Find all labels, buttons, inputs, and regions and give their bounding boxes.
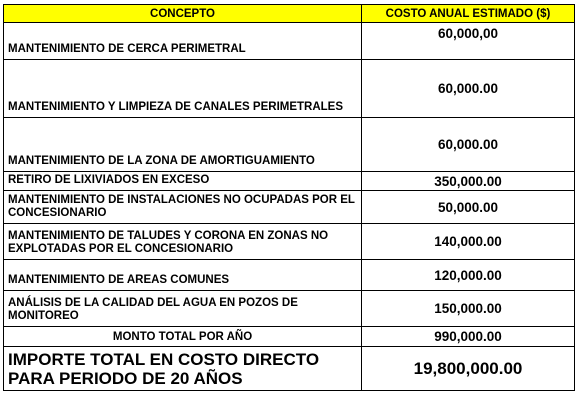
cost-cell: 50,000.00 (361, 190, 575, 224)
concept-cell: MANTENIMIENTO DE CERCA PERIMETRAL (3, 22, 362, 60)
table-row: MANTENIMIENTO DE AREAS COMUNES 120,000.0… (3, 259, 575, 291)
cost-cell: 350,000.00 (361, 171, 575, 191)
concept-cell: MANTENIMIENTO DE AREAS COMUNES (3, 259, 362, 291)
cost-table-wrapper: CONCEPTO COSTO ANUAL ESTIMADO ($) MANTEN… (3, 4, 575, 391)
concept-cell: MANTENIMIENTO Y LIMPIEZA DE CANALES PERI… (3, 59, 362, 118)
total-period-label: IMPORTE TOTAL EN COSTO DIRECTO PARA PERI… (3, 346, 362, 391)
table-header-row: CONCEPTO COSTO ANUAL ESTIMADO ($) (3, 4, 575, 23)
total-year-value: 990,000.00 (361, 326, 575, 347)
cost-cell: 120,000.00 (361, 259, 575, 291)
concept-cell: RETIRO DE LIXIVIADOS EN EXCESO (3, 171, 362, 191)
concept-cell: MANTENIMIENTO DE INSTALACIONES NO OCUPAD… (3, 190, 362, 224)
total-year-label: MONTO TOTAL POR AÑO (3, 326, 362, 347)
total-year-row: MONTO TOTAL POR AÑO 990,000.00 (3, 326, 575, 347)
table-row: MANTENIMIENTO Y LIMPIEZA DE CANALES PERI… (3, 59, 575, 118)
cost-cell: 150,000.00 (361, 290, 575, 327)
table-row: RETIRO DE LIXIVIADOS EN EXCESO 350,000.0… (3, 171, 575, 191)
table-row: MANTENIMIENTO DE INSTALACIONES NO OCUPAD… (3, 190, 575, 224)
cost-cell: 60,000.00 (361, 117, 575, 172)
header-concept: CONCEPTO (3, 4, 362, 23)
concept-cell: MANTENIMIENTO DE TALUDES Y CORONA EN ZON… (3, 223, 362, 260)
concept-cell: ANÁLISIS DE LA CALIDAD DEL AGUA EN POZOS… (3, 290, 362, 327)
cost-table: CONCEPTO COSTO ANUAL ESTIMADO ($) MANTEN… (3, 4, 575, 391)
total-period-value: 19,800,000.00 (361, 346, 575, 391)
total-period-row: IMPORTE TOTAL EN COSTO DIRECTO PARA PERI… (3, 346, 575, 391)
table-row: ANÁLISIS DE LA CALIDAD DEL AGUA EN POZOS… (3, 290, 575, 327)
cost-cell: 60,000.00 (361, 59, 575, 118)
table-row: MANTENIMIENTO DE CERCA PERIMETRAL 60,000… (3, 22, 575, 60)
table-row: MANTENIMIENTO DE TALUDES Y CORONA EN ZON… (3, 223, 575, 260)
cost-cell: 140,000.00 (361, 223, 575, 260)
cost-cell: 60,000,00 (361, 22, 575, 60)
concept-cell: MANTENIMIENTO DE LA ZONA DE AMORTIGUAMIE… (3, 117, 362, 172)
header-cost: COSTO ANUAL ESTIMADO ($) (361, 4, 575, 23)
table-row: MANTENIMIENTO DE LA ZONA DE AMORTIGUAMIE… (3, 117, 575, 172)
